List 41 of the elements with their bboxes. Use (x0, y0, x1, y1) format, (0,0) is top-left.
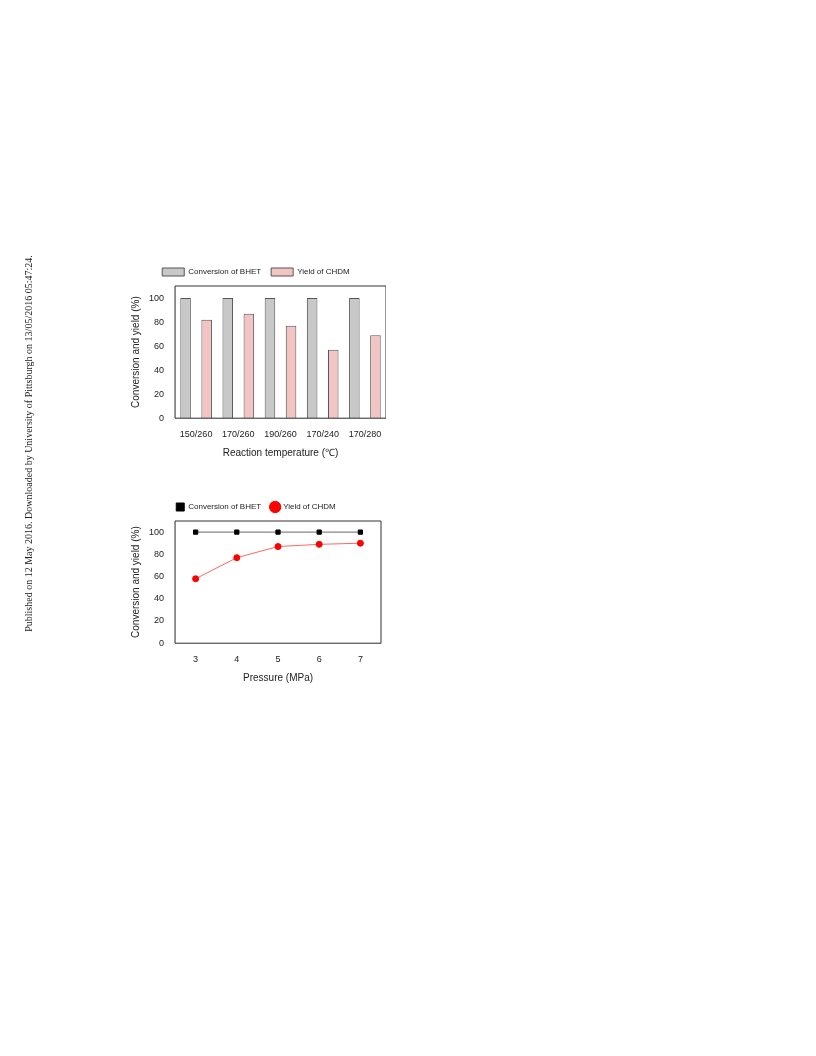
text: Published on 12 May 2016. Downloaded by University of Pittsburgh on 13/05/2016 05:47:24. (22, 254, 34, 634)
x-axis-title: Pressure (MPa) (243, 671, 314, 683)
legend-label: Conversion of BHET (188, 502, 262, 512)
y-tick-label: 80 (154, 316, 165, 327)
y-tick-label: 0 (159, 637, 165, 648)
y-tick-label: 100 (148, 526, 165, 537)
y-tick-label: 100 (148, 292, 165, 303)
x-tick-label: 150/260 (179, 429, 213, 440)
point (315, 540, 323, 548)
point (233, 554, 241, 562)
point (357, 529, 364, 535)
point (192, 575, 200, 583)
legend-label: Yield of CHDM (297, 267, 351, 277)
y-tick-label: 80 (154, 548, 165, 559)
x-tick-label: 170/240 (306, 429, 339, 440)
point (275, 529, 281, 535)
y-tick-label: 40 (154, 593, 165, 604)
point (192, 529, 199, 535)
point (274, 543, 282, 551)
y-tick-label: 0 (159, 412, 165, 423)
x-tick-label: 4 (234, 654, 240, 665)
x-tick-label: 170/260 (222, 429, 255, 440)
point (356, 539, 364, 547)
x-tick-label: 3 (193, 654, 199, 665)
y-tick-label: 40 (154, 364, 165, 375)
point (234, 529, 240, 535)
y-tick-label: 60 (154, 340, 165, 351)
legend-label: Conversion of BHET (188, 267, 262, 277)
y-axis-title: Conversion and yield (%) (129, 526, 141, 638)
x-tick-label: 7 (357, 654, 363, 665)
legend-label: Yield of CHDM (283, 502, 337, 512)
y-tick-label: 20 (154, 615, 165, 626)
y-axis-title: Conversion and yield (%) (129, 296, 141, 408)
y-tick-label: 20 (154, 388, 165, 399)
x-tick-label: 5 (275, 654, 281, 665)
point (316, 529, 322, 535)
x-tick-label: 6 (316, 654, 322, 665)
x-axis-title: Reaction temperature (℃) (222, 446, 339, 458)
x-tick-label: 170/280 (348, 429, 382, 440)
x-tick-label: 190/260 (264, 429, 297, 440)
y-tick-label: 60 (154, 571, 165, 582)
